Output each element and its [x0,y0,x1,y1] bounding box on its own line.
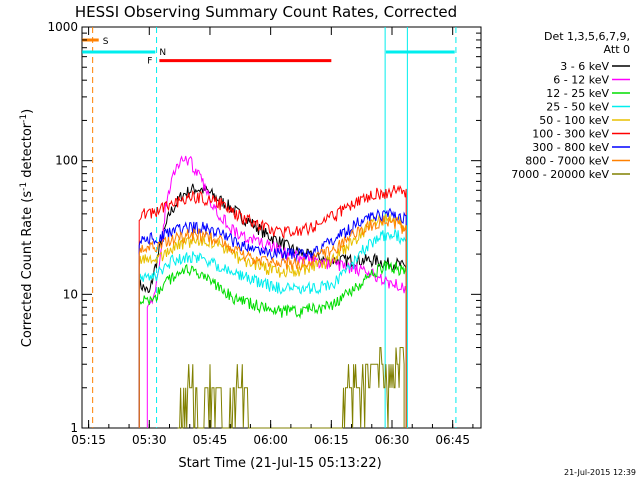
legend-label-4: 50 - 100 keV [539,114,609,127]
x-tick-label-4: 06:15 [314,433,349,447]
legend-label-7: 800 - 7000 keV [525,155,609,168]
flag-label-f: F [147,57,152,67]
legend-header-attenuator: Att 0 [604,43,630,56]
x-tick-label-5: 06:30 [375,433,410,447]
x-axis-label: Start Time (21-Jul-15 05:13:22) [178,456,381,471]
flag-label-n: N [159,48,166,58]
y-axis-label-part2: detector [20,122,35,182]
series-line-0 [138,183,407,428]
y-axis-label-exp1: -1 [19,182,29,191]
x-tick-label-6: 06:45 [435,433,470,447]
series-line-7 [138,215,407,428]
series-line-2 [138,260,407,428]
x-axis: 05:15 05:30 05:45 06:00 06:15 06:30 06:45 [71,27,474,447]
chart-title: HESSI Observing Summary Count Rates, Cor… [75,3,457,21]
legend-label-0: 3 - 6 keV [560,60,609,73]
y-tick-label-3: 1000 [47,20,78,34]
series-line-3 [138,229,407,428]
y-axis-label-part3: ) [20,109,35,114]
series-lines [138,155,407,429]
y-axis-label-exp2: -1 [19,114,29,123]
flag-label-s: S [103,37,109,47]
y-tick-label-2: 100 [55,154,78,168]
legend-label-5: 100 - 300 keV [532,128,609,141]
legend-header-detectors: Det 1,3,5,6,7,9, [544,30,630,43]
x-tick-label-1: 05:30 [132,433,167,447]
series-line-1 [146,155,407,428]
plot-frame [81,26,482,429]
y-tick-label-0: 1 [70,421,78,435]
observing-flags: S NF [82,37,455,67]
legend-label-6: 300 - 800 keV [532,141,609,154]
y-axis-label-part1: Corrected Count Rate (s [20,191,35,348]
y-axis: 1 10 100 1000 [47,20,481,435]
x-tick-label-2: 05:45 [193,433,228,447]
series-line-6 [138,207,407,428]
y-tick-label-1: 10 [63,287,78,301]
legend-label-1: 6 - 12 keV [553,74,609,87]
mode-boundary-lines [92,27,457,428]
series-line-5 [138,184,407,428]
generation-timestamp: 21-Jul-2015 12:39 [564,468,636,477]
series-line-8 [177,347,405,429]
x-tick-label-3: 06:00 [253,433,288,447]
legend-label-2: 12 - 25 keV [546,87,609,100]
legend-label-8: 7000 - 20000 keV [511,168,609,181]
legend-label-3: 25 - 50 keV [546,101,609,114]
y-axis-label: Corrected Count Rate (s-1 detector-1) [19,109,35,347]
x-tick-label-0: 05:15 [71,433,106,447]
